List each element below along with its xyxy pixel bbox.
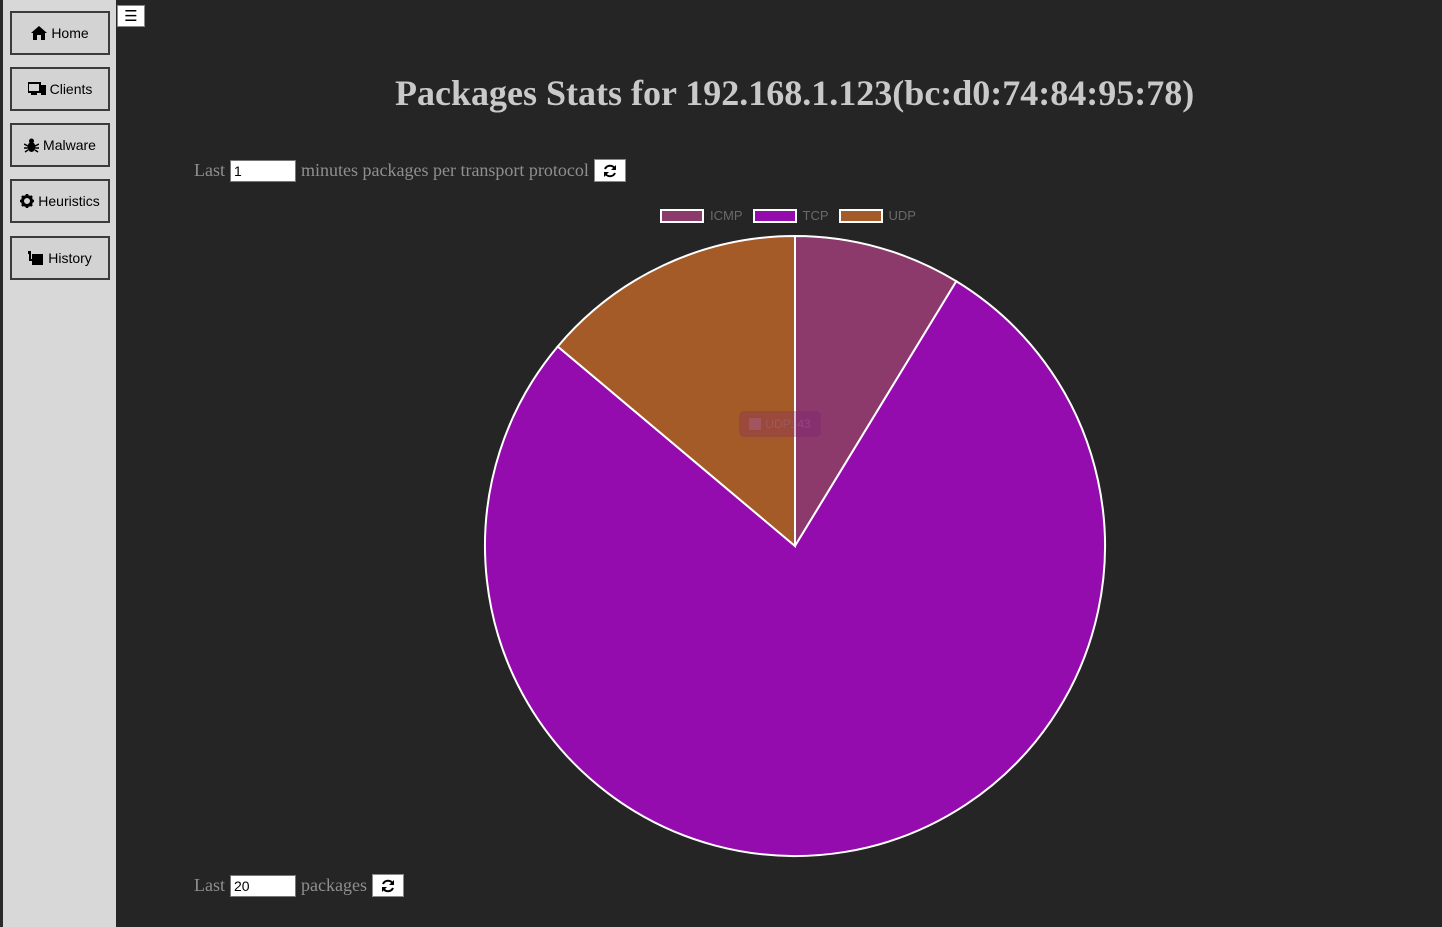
legend-label: UDP xyxy=(888,208,916,223)
legend-item-icmp[interactable]: ICMP xyxy=(660,208,743,223)
legend-swatch xyxy=(752,208,797,223)
packages-suffix-label: packages xyxy=(301,875,367,895)
refresh-icon xyxy=(603,164,616,177)
nav-malware-label: Malware xyxy=(43,137,96,153)
devices-icon xyxy=(27,82,46,95)
page-title: Packages Stats for 192.168.1.123(bc:d0:7… xyxy=(395,73,1195,113)
pie-slice-icmp[interactable] xyxy=(794,234,958,550)
gear-icon xyxy=(20,194,35,208)
sidebar: Home Clients Malware Heuristics History xyxy=(0,0,116,927)
nav-history-label: History xyxy=(48,250,92,266)
menu-toggle-button[interactable]: ☰ xyxy=(117,5,145,27)
pie-slice-tcp[interactable] xyxy=(484,279,1106,857)
home-icon xyxy=(31,26,48,40)
packages-prefix-label: Last xyxy=(194,875,225,895)
chart-tooltip: UDP: 43 xyxy=(739,411,821,437)
nav-malware-button[interactable]: Malware xyxy=(10,123,110,167)
nav-heuristics-label: Heuristics xyxy=(38,193,100,209)
nav-home-label: Home xyxy=(51,25,89,41)
legend-item-tcp[interactable]: TCP xyxy=(752,208,829,223)
nav-home-button[interactable]: Home xyxy=(10,11,110,55)
tooltip-text: UDP: 43 xyxy=(765,417,811,431)
legend-label: ICMP xyxy=(710,208,743,223)
chart-legend: ICMP TCP UDP xyxy=(660,208,926,223)
nav-clients-label: Clients xyxy=(49,81,93,97)
nav-clients-button[interactable]: Clients xyxy=(10,67,110,111)
legend-swatch xyxy=(660,208,704,223)
nav-heuristics-button[interactable]: Heuristics xyxy=(10,179,110,223)
packages-control-row: Last packages xyxy=(194,874,404,897)
packages-refresh-button[interactable] xyxy=(371,874,404,897)
history-icon xyxy=(28,251,44,265)
minutes-suffix-label: minutes packages per transport protocol xyxy=(301,160,589,180)
tooltip-swatch xyxy=(749,418,762,430)
legend-label: TCP xyxy=(802,208,829,223)
legend-swatch xyxy=(838,208,883,223)
legend-item-udp[interactable]: UDP xyxy=(838,208,916,223)
hamburger-icon: ☰ xyxy=(124,7,138,25)
nav-history-button[interactable]: History xyxy=(10,236,110,280)
bug-icon xyxy=(24,138,40,153)
minutes-prefix-label: Last xyxy=(194,160,225,180)
minutes-input[interactable] xyxy=(230,159,296,182)
packages-input[interactable] xyxy=(230,874,296,897)
refresh-icon xyxy=(381,879,394,892)
pie-slice-udp[interactable] xyxy=(556,234,796,549)
minutes-control-row: Last minutes packages per transport prot… xyxy=(194,159,626,182)
minutes-refresh-button[interactable] xyxy=(593,159,626,182)
